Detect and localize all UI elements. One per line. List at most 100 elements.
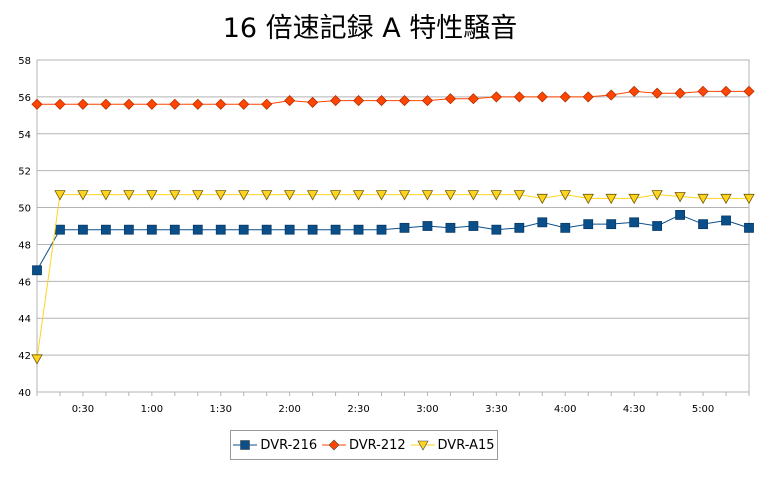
data-point — [169, 190, 181, 201]
data-point — [77, 190, 89, 201]
data-point — [468, 221, 479, 231]
data-point — [445, 222, 456, 233]
data-point — [169, 98, 181, 110]
data-point — [628, 85, 640, 97]
data-point — [421, 190, 434, 201]
data-point — [32, 265, 42, 276]
data-point — [238, 98, 250, 110]
data-point — [215, 190, 227, 201]
data-point — [674, 87, 686, 99]
x-tick-label: 3:30 — [485, 404, 507, 415]
data-point — [238, 224, 249, 235]
x-tick-label: 5:00 — [692, 404, 714, 415]
data-point — [490, 190, 503, 201]
data-point — [444, 190, 457, 201]
plot-area — [36, 59, 750, 393]
legend-swatch — [321, 439, 346, 451]
data-point — [697, 193, 709, 205]
data-point — [307, 96, 319, 108]
y-tick-label: 48 — [18, 240, 31, 251]
y-tick-label: 46 — [18, 277, 31, 288]
data-point — [376, 224, 387, 235]
y-tick-label: 50 — [18, 204, 31, 215]
data-point — [78, 224, 88, 235]
data-point — [721, 215, 731, 226]
data-point — [422, 221, 433, 231]
data-point — [582, 91, 594, 103]
data-point — [720, 85, 732, 97]
data-point — [260, 190, 273, 201]
data-point — [146, 190, 158, 201]
data-point — [306, 190, 319, 201]
data-point — [353, 224, 364, 235]
data-point — [651, 87, 663, 99]
data-point — [743, 193, 755, 205]
data-point — [330, 224, 341, 235]
x-tick-label: 1:00 — [141, 404, 163, 415]
data-point — [215, 98, 227, 110]
legend-entry: DVR-216 — [233, 438, 317, 453]
data-point — [651, 190, 663, 201]
data-point — [123, 98, 135, 110]
legend-label: DVR-212 — [348, 437, 406, 453]
data-point — [490, 91, 502, 103]
data-point — [352, 190, 365, 201]
data-point — [537, 217, 548, 228]
data-point — [559, 190, 571, 201]
data-point — [352, 95, 365, 107]
data-point — [536, 91, 548, 103]
data-point — [238, 190, 250, 201]
legend-entry: DVR-212 — [321, 437, 406, 453]
data-point — [77, 98, 89, 110]
series-line-dvr-a15 — [36, 194, 749, 359]
data-point — [698, 219, 708, 230]
legend-label: DVR-216 — [260, 437, 318, 453]
data-point — [743, 85, 755, 97]
data-point — [399, 222, 410, 233]
data-point — [375, 95, 388, 107]
data-point — [491, 224, 502, 235]
data-point — [513, 190, 526, 201]
data-point — [582, 193, 594, 205]
data-point — [675, 210, 685, 220]
y-tick-label: 44 — [18, 314, 31, 325]
data-point — [583, 219, 594, 230]
data-point — [560, 222, 571, 233]
data-point — [514, 222, 525, 233]
data-point — [192, 224, 203, 235]
data-point — [100, 190, 112, 201]
data-point — [697, 85, 709, 97]
y-tick-label: 42 — [18, 351, 31, 362]
x-tick-label: 0:30 — [72, 404, 94, 415]
data-point — [123, 190, 135, 201]
x-tick-label: 3:00 — [416, 404, 438, 415]
y-tick-label: 56 — [18, 93, 31, 104]
data-point — [192, 190, 204, 201]
data-point — [652, 221, 663, 231]
data-point — [628, 193, 640, 205]
legend-swatch — [233, 440, 258, 450]
y-tick-label: 54 — [18, 130, 31, 141]
data-point — [307, 224, 318, 235]
data-point — [513, 91, 525, 103]
data-point — [55, 224, 65, 235]
data-point — [284, 224, 295, 235]
data-point — [123, 224, 134, 235]
data-point — [146, 98, 158, 110]
data-point — [744, 222, 754, 233]
legend-swatch — [410, 440, 435, 451]
x-tick-label: 2:30 — [347, 404, 369, 415]
data-point — [720, 193, 732, 205]
legend-label: DVR-A15 — [437, 437, 495, 453]
data-point — [536, 193, 548, 205]
data-point — [261, 224, 272, 235]
data-point — [467, 190, 480, 201]
data-point — [375, 190, 388, 201]
chart-legend: DVR-216 DVR-212 DVR-A15 — [230, 430, 498, 460]
data-point — [54, 190, 66, 201]
data-point — [674, 192, 686, 203]
data-point — [467, 93, 479, 105]
x-tick-label: 1:30 — [210, 404, 232, 415]
data-point — [169, 224, 180, 235]
data-point — [398, 95, 411, 107]
